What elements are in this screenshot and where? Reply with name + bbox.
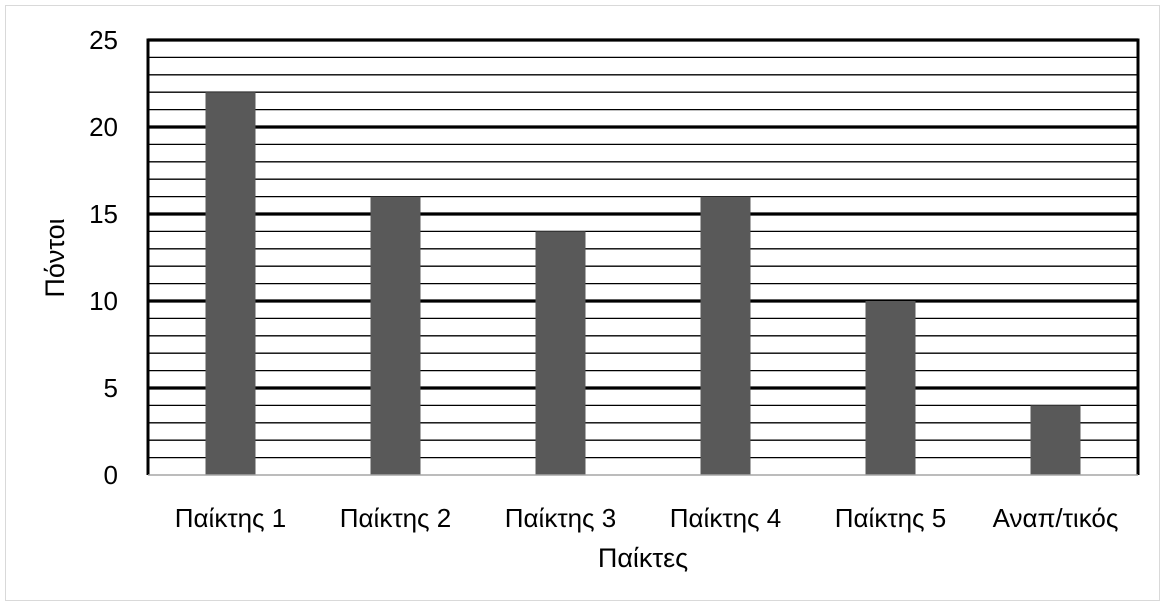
x-tick-labels: Παίκτης 1 Παίκτης 2 Παίκτης 3 Παίκτης 4 Παίκ… [175, 503, 1119, 533]
x-tick-label: Παίκτης 2 [340, 503, 452, 533]
x-axis-title: Παίκτες [598, 543, 688, 573]
y-tick-labels: 0 5 10 15 20 25 [89, 25, 118, 490]
bar-layer [205, 92, 1081, 475]
bar [205, 92, 256, 475]
x-tick-label: Παίκτης 5 [835, 503, 947, 533]
x-tick-label: Αναπ/τικός [993, 503, 1119, 533]
y-tick-label: 10 [89, 286, 118, 316]
y-axis-title: Πόντοι [40, 218, 70, 297]
x-tick-label: Παίκτης 4 [670, 503, 782, 533]
x-tick-label: Παίκτης 1 [175, 503, 287, 533]
axis-layer [146, 38, 1140, 476]
bar [535, 231, 586, 475]
grid-layer [148, 38, 1138, 459]
bar [1030, 405, 1081, 475]
y-tick-label: 20 [89, 112, 118, 142]
bar [370, 196, 421, 475]
y-tick-label: 15 [89, 199, 118, 229]
y-tick-label: 5 [104, 373, 118, 403]
x-tick-label: Παίκτης 3 [505, 503, 617, 533]
y-tick-label: 25 [89, 25, 118, 55]
y-tick-label: 0 [104, 460, 118, 490]
bar [700, 196, 751, 475]
bar [865, 301, 916, 475]
